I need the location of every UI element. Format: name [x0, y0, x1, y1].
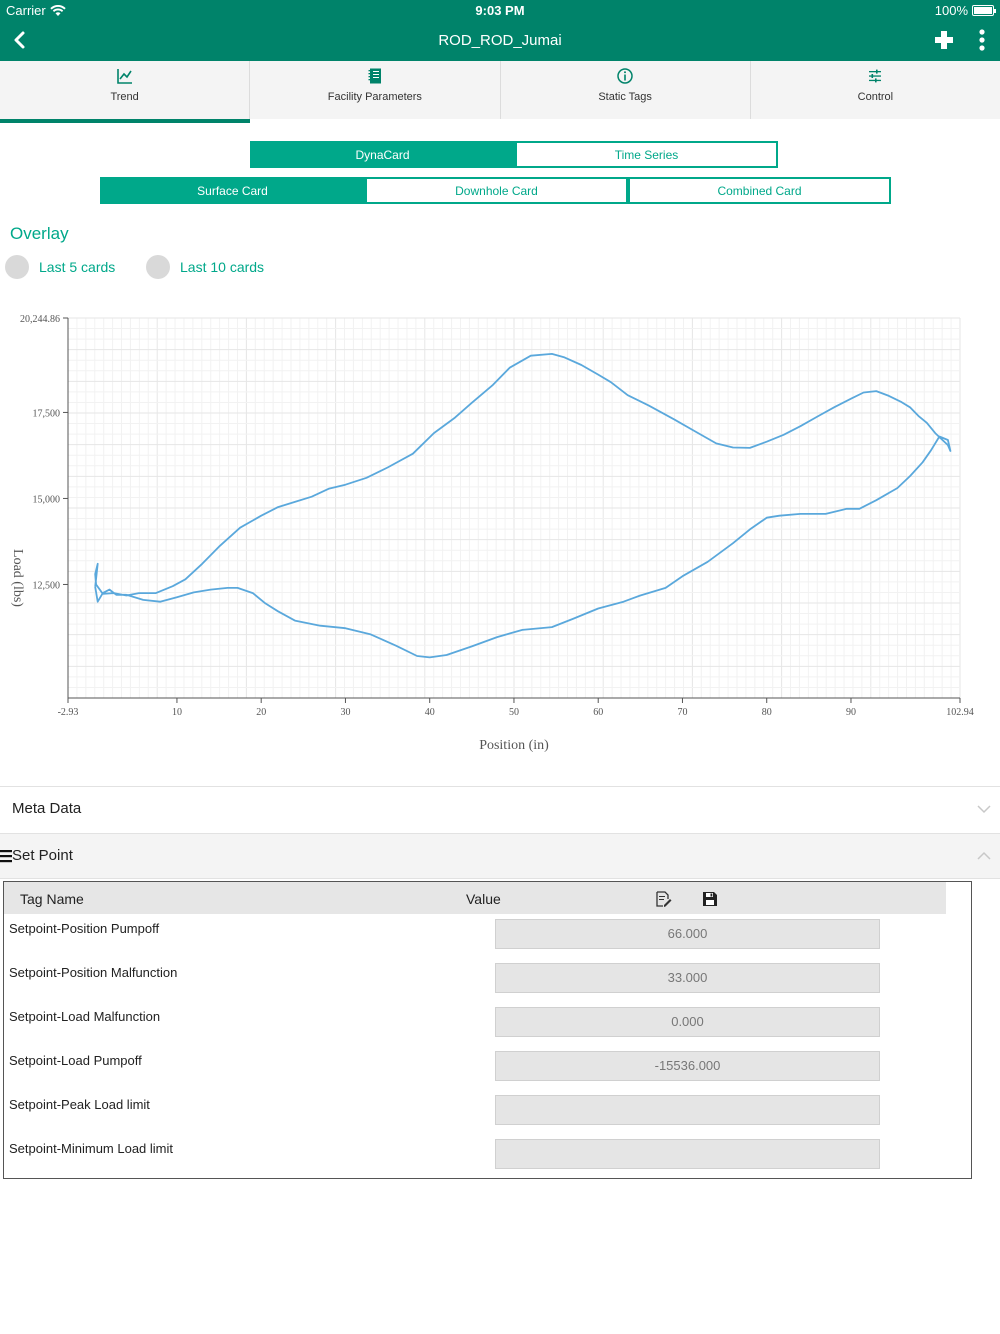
y-tick-label: 15,000: [33, 494, 61, 505]
surface-card-button[interactable]: Surface Card: [100, 177, 365, 204]
save-icon[interactable]: [701, 890, 719, 908]
setpoint-name: Setpoint-Load Malfunction: [9, 1009, 161, 1024]
series-line: [94, 353, 952, 659]
carrier-label: Carrier: [6, 3, 46, 18]
setpoint-name: Setpoint-Position Malfunction: [9, 965, 178, 980]
y-axis-title: Load (lbs): [10, 549, 25, 607]
info-icon: [617, 68, 633, 84]
setpoint-name: Setpoint-Minimum Load limit: [9, 1141, 174, 1156]
x-tick-label: 20: [256, 707, 266, 718]
setpoint-value-field[interactable]: [495, 1139, 880, 1169]
plus-icon[interactable]: [932, 28, 956, 52]
overlay-last5-option[interactable]: Last 5 cards: [5, 255, 115, 279]
trend-chart-icon: [116, 69, 132, 84]
overlay-last10-option[interactable]: Last 10 cards: [146, 255, 264, 279]
chevron-up-icon: [977, 851, 991, 860]
battery-indicator: 100%: [934, 3, 996, 18]
sliders-icon: [869, 69, 882, 83]
table-row: Setpoint-Minimum Load limit: [4, 1134, 946, 1178]
combined-card-button[interactable]: Combined Card: [628, 177, 891, 204]
x-tick-label: 70: [677, 707, 687, 718]
page-title: ROD_ROD_Jumai: [438, 32, 562, 49]
tag-name-header: Tag Name: [20, 891, 84, 907]
battery-percent: 100%: [934, 3, 968, 18]
table-row: Setpoint-Peak Load limit: [4, 1090, 946, 1134]
dynacard-button[interactable]: DynaCard: [250, 141, 515, 168]
edit-icon[interactable]: [654, 890, 672, 908]
status-bar: Carrier 9:03 PM 100%: [0, 0, 1000, 20]
downhole-card-button[interactable]: Downhole Card: [365, 177, 628, 204]
table-row: Setpoint-Load Pumpoff -15536.000: [4, 1046, 946, 1090]
time-series-button[interactable]: Time Series: [515, 141, 778, 168]
setpoint-name: Setpoint-Load Pumpoff: [9, 1053, 142, 1068]
tab-control-label: Control: [857, 91, 894, 103]
setpoint-table-header: Tag Name Value: [4, 882, 946, 914]
setpoint-value-field[interactable]: [495, 1095, 880, 1125]
active-tab-indicator: [0, 119, 250, 123]
x-tick-label: 50: [509, 707, 519, 718]
back-chevron-icon[interactable]: [8, 28, 32, 52]
x-tick-label: 102.94: [946, 707, 974, 718]
card-type-toggle: Surface Card Downhole Card Combined Card: [100, 177, 891, 204]
tab-trend[interactable]: Trend: [0, 61, 251, 119]
view-mode-toggle: DynaCard Time Series: [250, 141, 778, 168]
last5-radio[interactable]: [5, 255, 29, 279]
tab-static-tags[interactable]: Static Tags: [501, 61, 751, 119]
setpoint-value-field[interactable]: 0.000: [495, 1007, 880, 1037]
chart-svg: -2.93 10 20 30 40 50 60 70 80 90 102.94 12,500 15,00…: [10, 314, 974, 753]
tab-control[interactable]: Control: [751, 61, 1000, 119]
x-tick-label: 60: [593, 707, 603, 718]
clock: 9:03 PM: [475, 3, 525, 18]
x-tick-label: 10: [172, 707, 182, 718]
wifi-icon: [50, 4, 66, 16]
set-point-section[interactable]: Set Point: [0, 833, 1000, 879]
set-point-label: Set Point: [12, 847, 73, 864]
x-tick-label: 90: [846, 707, 856, 718]
setpoint-value-field[interactable]: -15536.000: [495, 1051, 880, 1081]
x-tick-label: 40: [425, 707, 435, 718]
table-row: Setpoint-Load Malfunction 0.000: [4, 1002, 946, 1046]
battery-icon: [972, 5, 996, 16]
tab-bar: Trend Facility Parameters Static Tags: [0, 61, 1000, 119]
setpoint-name: Setpoint-Position Pumpoff: [9, 921, 160, 936]
chevron-down-icon: [977, 805, 991, 814]
nav-bar: ROD_ROD_Jumai: [0, 20, 1000, 61]
tab-facility-parameters[interactable]: Facility Parameters: [250, 61, 501, 119]
table-row: Setpoint-Position Malfunction 33.000: [4, 958, 946, 1002]
hamburger-icon[interactable]: [0, 849, 12, 863]
overlay-title: Overlay: [10, 224, 69, 243]
setpoint-value-field[interactable]: 66.000: [495, 919, 880, 949]
tab-static-tags-label: Static Tags: [598, 91, 652, 103]
last5-label: Last 5 cards: [39, 259, 116, 275]
value-header: Value: [466, 891, 501, 907]
more-vertical-icon[interactable]: [974, 28, 990, 52]
x-tick-label: 80: [762, 707, 772, 718]
notebook-icon: [368, 68, 381, 84]
y-tick-label: 12,500: [33, 580, 61, 591]
y-tick-label: 20,244.86: [20, 314, 60, 325]
meta-data-section[interactable]: Meta Data: [0, 786, 1000, 832]
carrier-indicator: Carrier: [6, 3, 66, 18]
y-tick-label: 17,500: [33, 408, 61, 419]
setpoint-table: Tag Name Value Setpoint-Position Pumpoff…: [3, 881, 972, 1179]
setpoint-value-field[interactable]: 33.000: [495, 963, 880, 993]
x-tick-label: -2.93: [58, 707, 79, 718]
tab-trend-label: Trend: [110, 91, 139, 103]
last10-radio[interactable]: [146, 255, 170, 279]
last10-label: Last 10 cards: [180, 259, 265, 275]
table-row: Setpoint-Position Pumpoff 66.000: [4, 914, 946, 958]
setpoint-name: Setpoint-Peak Load limit: [9, 1097, 150, 1112]
x-tick-label: 30: [340, 707, 350, 718]
meta-data-label: Meta Data: [12, 800, 82, 817]
dynacard-chart: -2.93 10 20 30 40 50 60 70 80 90 102.94 12,500 15,00…: [0, 300, 1000, 770]
tab-facility-parameters-label: Facility Parameters: [327, 91, 422, 103]
x-axis-title: Position (in): [479, 738, 549, 753]
